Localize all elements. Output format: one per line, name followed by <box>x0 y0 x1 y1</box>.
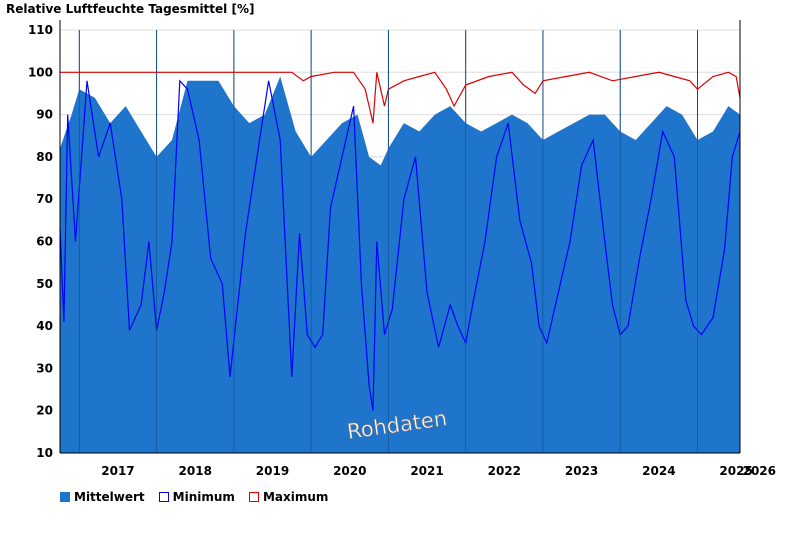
legend-item-maximum: Maximum <box>248 490 329 504</box>
legend: Mittelwert Minimum Maximum <box>60 490 328 504</box>
x-tick-label: 2019 <box>256 464 289 478</box>
x-tick-label: 2025 <box>719 464 752 478</box>
legend-item-mittelwert: Mittelwert <box>60 490 145 504</box>
x-tick-label: 2023 <box>565 464 598 478</box>
y-tick-label: 90 <box>36 108 53 122</box>
minimum-swatch-icon <box>158 492 169 502</box>
y-tick-label: 110 <box>28 23 53 37</box>
x-tick-label: 2026 <box>743 464 776 478</box>
y-tick-label: 50 <box>36 277 53 291</box>
y-tick-label: 100 <box>28 65 53 79</box>
y-tick-label: 40 <box>36 319 53 333</box>
x-tick-label: 2021 <box>410 464 443 478</box>
x-tick-label: 2024 <box>642 464 675 478</box>
x-tick-label: 2017 <box>101 464 134 478</box>
axis-layer: 10 20 30 40 50 60 70 80 90 100 110 2017 2018 2019 2020… <box>28 20 776 478</box>
maximum-swatch-icon <box>248 492 259 502</box>
legend-item-minimum: Minimum <box>158 490 235 504</box>
x-tick-label: 2020 <box>333 464 366 478</box>
y-tick-label: 80 <box>36 150 53 164</box>
series-layer <box>59 30 741 453</box>
mittelwert-swatch-icon <box>60 492 70 502</box>
y-tick-label: 10 <box>36 446 53 460</box>
series-mittelwert-area <box>60 76 740 453</box>
series-maximum-line <box>60 71 741 124</box>
x-tick-label: 2022 <box>488 464 521 478</box>
legend-label-maximum: Maximum <box>262 490 329 504</box>
y-tick-label: 30 <box>36 361 53 375</box>
y-tick-label: 60 <box>36 235 53 249</box>
y-tick-label: 70 <box>36 192 53 206</box>
y-tick-label: 20 <box>36 404 53 418</box>
chart-title: Relative Luftfeuchte Tagesmittel [%] <box>6 2 255 16</box>
legend-label-minimum: Minimum <box>172 490 235 504</box>
legend-label-mittelwert: Mittelwert <box>74 490 145 504</box>
x-tick-label: 2018 <box>179 464 212 478</box>
